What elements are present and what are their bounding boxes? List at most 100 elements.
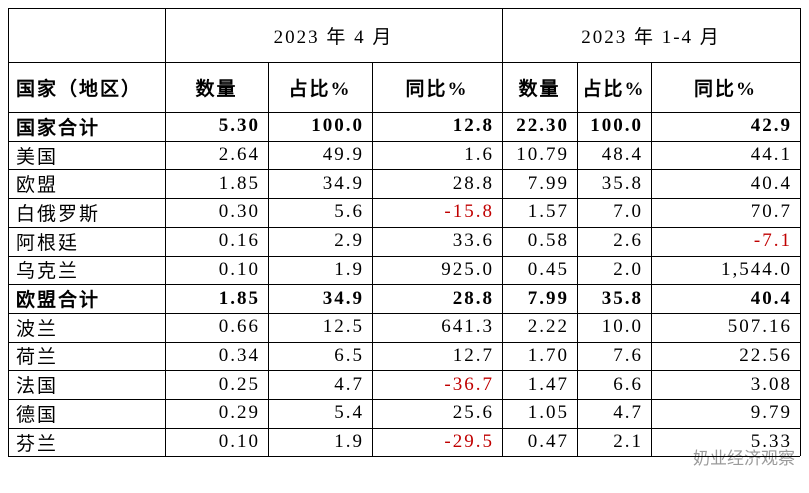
cell-value: 0.25 — [218, 373, 260, 395]
cell-value: 2.9 — [334, 230, 364, 252]
cell-country: 乌克兰 — [16, 261, 80, 283]
cell-value: 2.22 — [527, 316, 569, 338]
cell-value: -7.1 — [753, 230, 792, 252]
cell-value: 40.4 — [750, 172, 792, 194]
cell-value: 28.8 — [452, 172, 494, 194]
cell-value: 12.8 — [452, 115, 494, 137]
cell-value: 10.0 — [601, 316, 643, 338]
cell-value: 48.4 — [601, 144, 643, 166]
cell-value: 0.45 — [527, 258, 569, 280]
column-header: 占比% — [288, 78, 352, 100]
rule — [8, 456, 800, 458]
rule — [800, 8, 801, 457]
cell-value: 1.57 — [527, 201, 569, 223]
cell-value: 1,544.0 — [721, 258, 792, 280]
cell-value: 34.9 — [322, 172, 364, 194]
cell-value: -29.5 — [444, 431, 494, 453]
column-header: 数量 — [195, 78, 238, 100]
cell-value: 7.0 — [613, 201, 643, 223]
cell-value: 5.30 — [218, 115, 260, 137]
cell-value: -15.8 — [444, 201, 494, 223]
rule — [8, 341, 800, 343]
cell-country: 欧盟合计 — [16, 290, 101, 312]
cell-value: 1.85 — [218, 287, 260, 309]
cell-value: 1.9 — [334, 258, 364, 280]
rule — [651, 62, 652, 457]
rule — [165, 8, 166, 457]
cell-value: 1.85 — [218, 172, 260, 194]
cell-value: 1.70 — [527, 344, 569, 366]
rule — [8, 8, 9, 457]
cell-value: 4.7 — [613, 402, 643, 424]
cell-value: 5.4 — [334, 402, 364, 424]
cell-value: 507.16 — [727, 316, 792, 338]
cell-country: 荷兰 — [16, 347, 59, 369]
rule — [8, 112, 800, 113]
cell-value: 0.16 — [218, 230, 260, 252]
cell-value: 0.10 — [218, 431, 260, 453]
column-header: 同比% — [405, 78, 469, 100]
rule — [8, 226, 800, 228]
cell-value: 25.6 — [452, 402, 494, 424]
cell-value: 70.7 — [750, 201, 792, 223]
cell-value: 0.10 — [218, 258, 260, 280]
cell-value: 0.66 — [218, 316, 260, 338]
cell-country: 白俄罗斯 — [16, 203, 101, 225]
rule — [8, 169, 800, 171]
rule — [8, 312, 800, 314]
rule — [8, 427, 800, 429]
cell-value: 49.9 — [322, 144, 364, 166]
cell-value: 0.34 — [218, 344, 260, 366]
cell-country: 美国 — [16, 146, 59, 168]
cell-value: 33.6 — [452, 230, 494, 252]
cell-value: 641.3 — [441, 316, 494, 338]
cell-value: 10.79 — [516, 144, 569, 166]
cell-value: 6.6 — [613, 373, 643, 395]
group-header: 2023 年 4 月 — [273, 26, 394, 48]
cell-value: 1.6 — [464, 144, 494, 166]
cell-value: 22.30 — [516, 115, 569, 137]
column-header: 数量 — [518, 78, 561, 100]
cell-value: 2.0 — [613, 258, 643, 280]
cell-value: 100.0 — [311, 115, 364, 137]
rule — [8, 198, 800, 200]
cell-value: 5.33 — [750, 431, 792, 453]
cell-value: 12.7 — [452, 344, 494, 366]
rule — [268, 62, 269, 457]
cell-value: -36.7 — [444, 373, 494, 395]
cell-value: 35.8 — [601, 172, 643, 194]
rule — [502, 8, 503, 457]
cell-value: 2.64 — [218, 144, 260, 166]
rule — [8, 140, 800, 142]
cell-country: 芬兰 — [16, 433, 59, 455]
cell-value: 0.30 — [218, 201, 260, 223]
cell-country: 法国 — [16, 376, 59, 398]
cell-value: 4.7 — [334, 373, 364, 395]
cell-value: 2.6 — [613, 230, 643, 252]
cell-country: 波兰 — [16, 318, 59, 340]
cell-value: 44.1 — [750, 144, 792, 166]
cell-value: 42.9 — [750, 115, 792, 137]
cell-value: 9.79 — [750, 402, 792, 424]
rule — [8, 370, 800, 372]
cell-value: 28.8 — [452, 287, 494, 309]
cell-value: 1.9 — [334, 431, 364, 453]
cell-value: 6.5 — [334, 344, 364, 366]
cell-value: 1.47 — [527, 373, 569, 395]
cell-country: 国家合计 — [16, 117, 101, 139]
cell-value: 12.5 — [322, 316, 364, 338]
column-header: 同比% — [693, 78, 757, 100]
group-header: 2023 年 1-4 月 — [581, 26, 721, 48]
rule — [8, 399, 800, 400]
cell-value: 2.1 — [613, 431, 643, 453]
cell-value: 0.29 — [218, 402, 260, 424]
cell-value: 1.05 — [527, 402, 569, 424]
cell-value: 925.0 — [441, 258, 494, 280]
cell-value: 5.6 — [334, 201, 364, 223]
cell-value: 0.58 — [527, 230, 569, 252]
watermark: 奶业经济观察 — [693, 449, 795, 469]
rule — [8, 8, 800, 9]
rule — [8, 284, 800, 286]
cell-value: 0.47 — [527, 431, 569, 453]
